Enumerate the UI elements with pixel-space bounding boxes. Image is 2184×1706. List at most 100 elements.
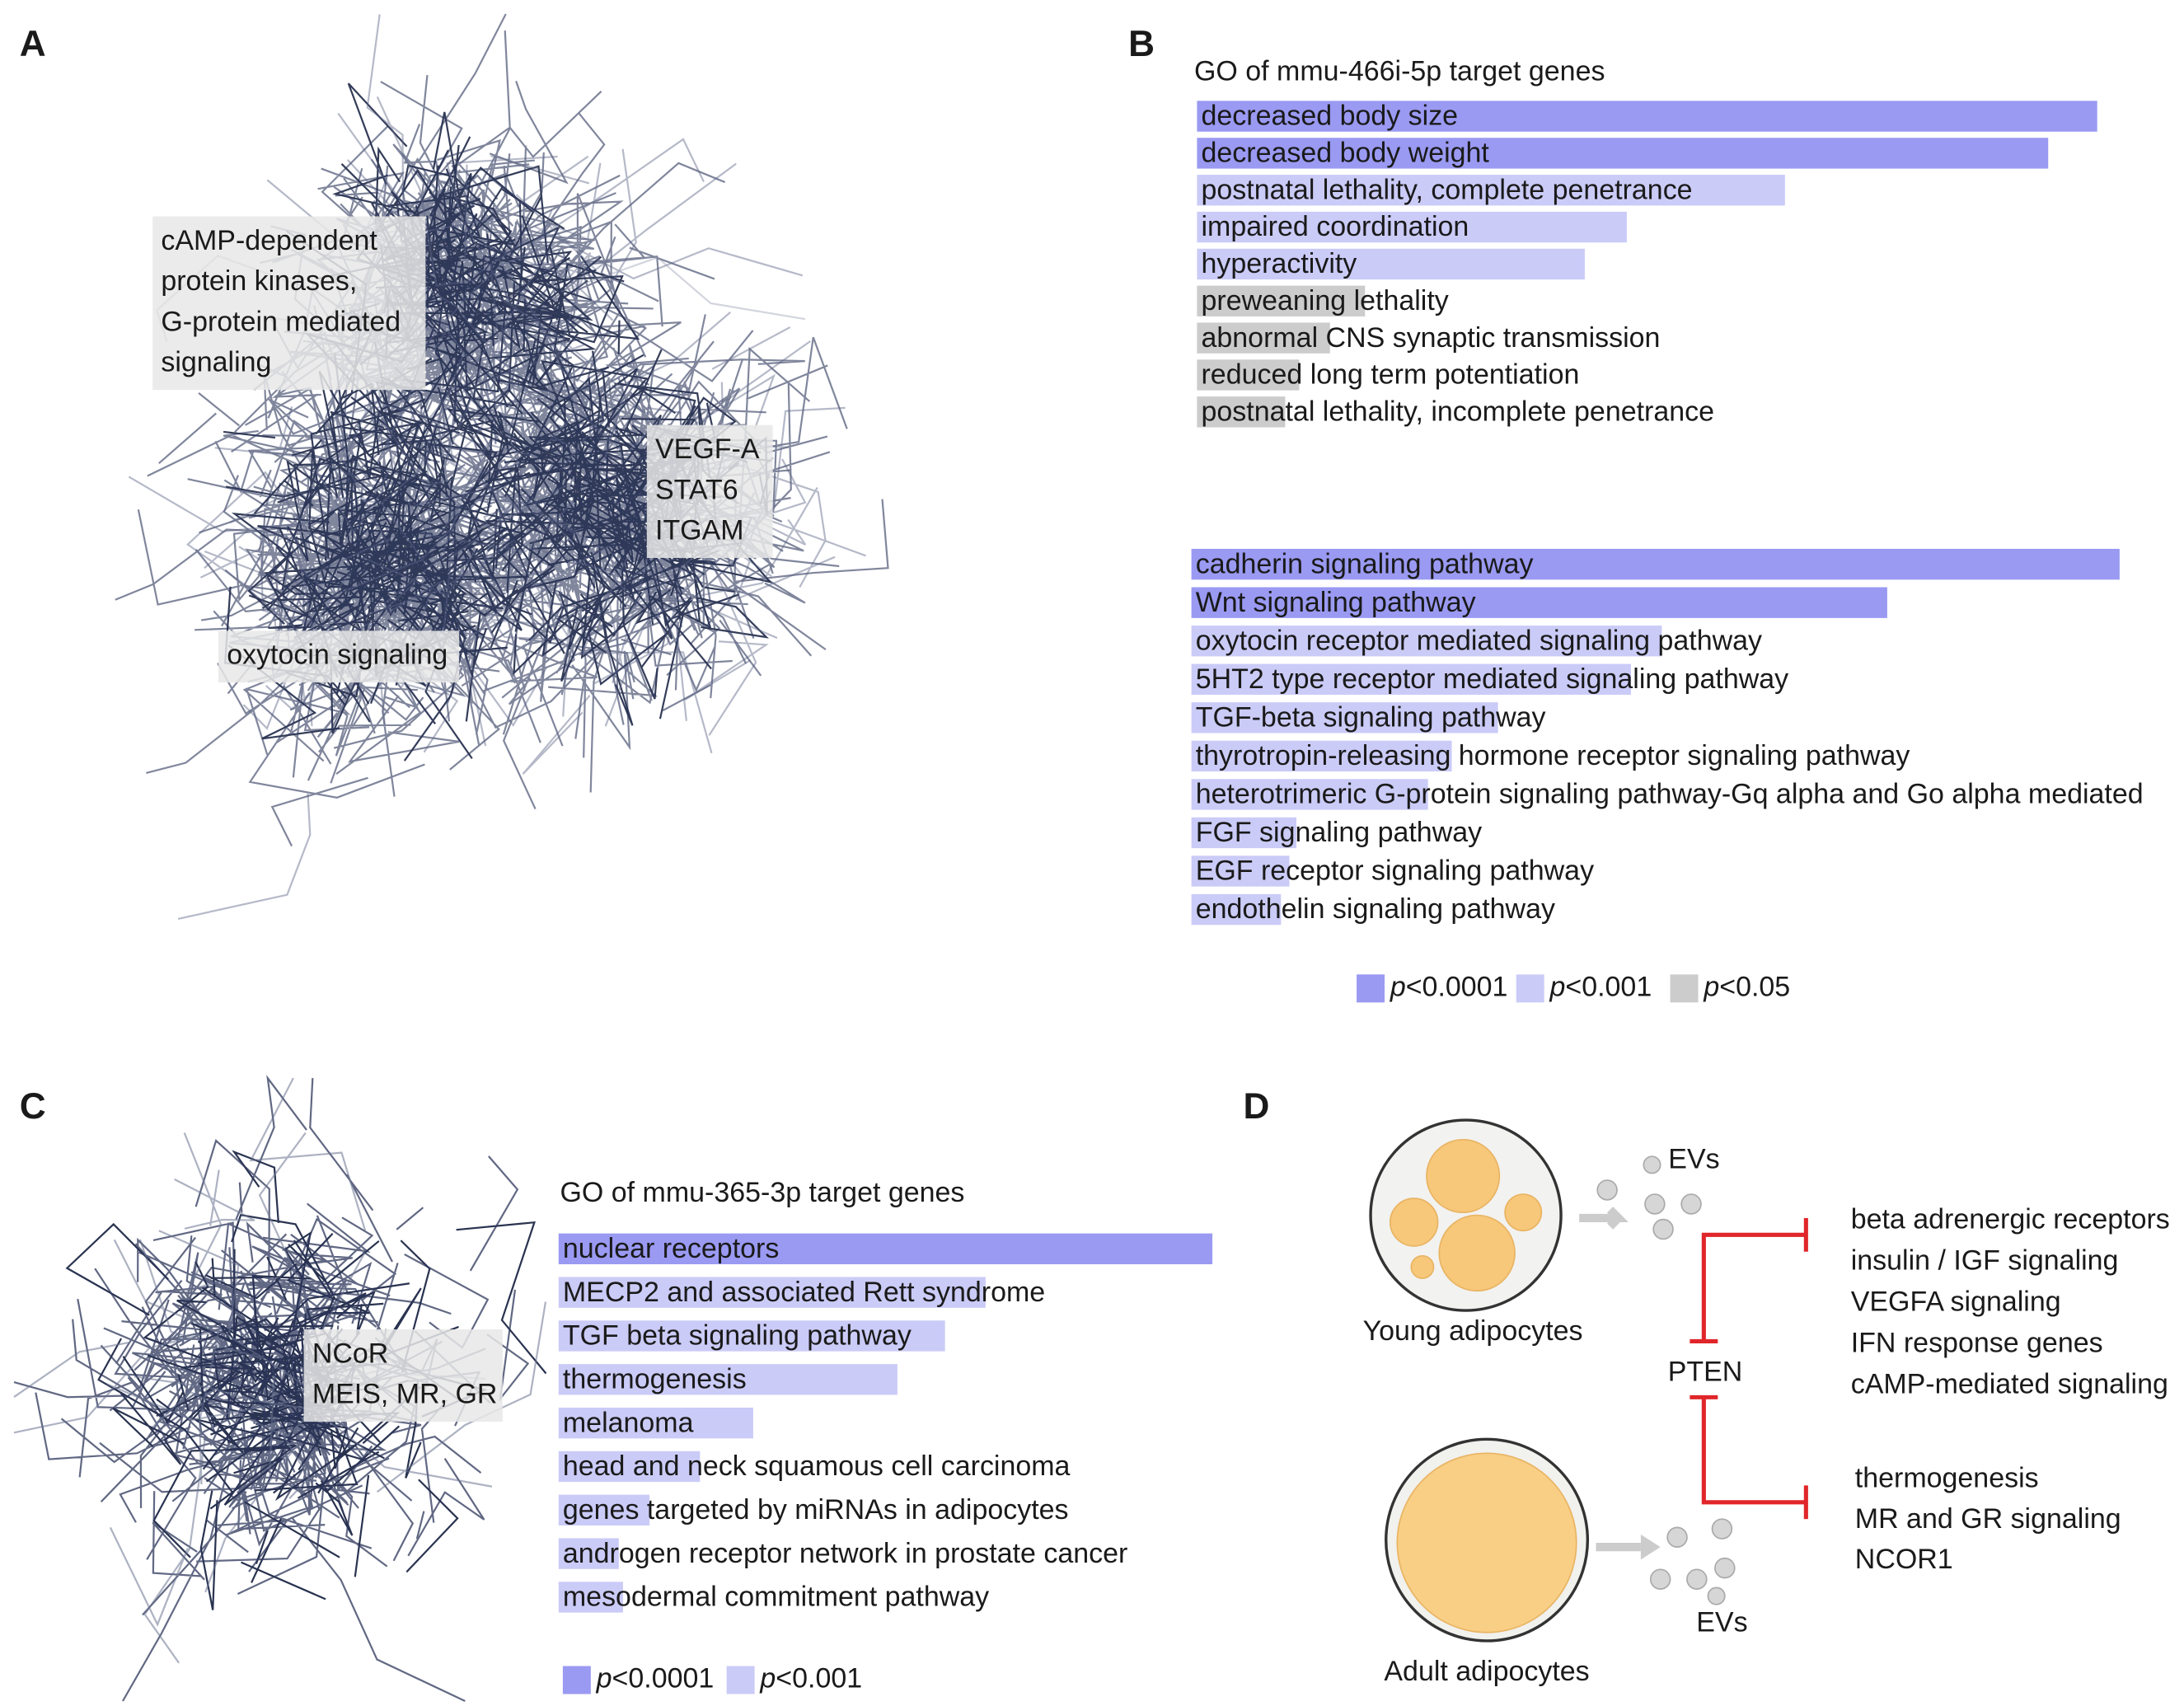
legend-text: <0.001	[1565, 971, 1652, 1002]
bar-label: oxytocin receptor mediated signaling pat…	[1196, 625, 1762, 656]
network-edges	[13, 1075, 530, 1702]
bar	[558, 1451, 701, 1483]
bar	[1197, 359, 1300, 391]
network-label: ITGAM	[655, 515, 744, 546]
bar-label: decreased body weight	[1202, 138, 1490, 169]
network-label: VEGF-A	[655, 434, 760, 465]
bar-label: preweaning lethality	[1202, 285, 1449, 316]
bar-label: reduced long term potentiation	[1202, 359, 1580, 391]
label-box	[646, 424, 773, 558]
bar	[1191, 702, 1498, 733]
bar-label: nuclear receptors	[563, 1233, 779, 1264]
inhibition-lines	[1690, 1217, 1808, 1520]
target-label: thermogenesis	[1855, 1463, 2039, 1494]
bar-label: FGF signaling pathway	[1196, 817, 1482, 848]
droplet	[1389, 1197, 1439, 1247]
bar	[1191, 893, 1282, 926]
legend-text: <0.05	[1719, 971, 1790, 1002]
chart-title: GO of mmu-466i-5p target genes	[1194, 55, 1605, 87]
chart-title: GO of mmu-365-3p target genes	[560, 1177, 964, 1208]
network-edges	[560, 256, 806, 321]
bar	[1197, 396, 1286, 428]
legend-italic: p	[596, 1662, 612, 1694]
bar	[558, 1277, 986, 1308]
bar	[1191, 663, 1632, 695]
legend-swatch	[1516, 974, 1544, 1003]
bar	[1197, 175, 1785, 206]
network-label: MEIS, MR, GR	[312, 1379, 498, 1410]
bar	[1197, 248, 1585, 280]
droplet	[1410, 1254, 1435, 1279]
network-label: protein kinases,	[161, 265, 357, 297]
target-label: VEGFA signaling	[1851, 1287, 2061, 1318]
legend-text: <0.0001	[612, 1662, 715, 1694]
gene-label: PTEN	[1668, 1356, 1743, 1387]
bar-label: TGF beta signaling pathway	[563, 1320, 912, 1352]
bar-label: heterotrimeric G-protein signaling pathw…	[1196, 779, 2144, 810]
network-label: STAT6	[655, 474, 738, 505]
droplet	[1426, 1138, 1501, 1213]
diagram-d-shapes	[1369, 1118, 1808, 1643]
bar-label: mesodermal commitment pathway	[563, 1582, 989, 1613]
cell-label: Young adipocytes	[1363, 1315, 1583, 1347]
bar-label: thyrotropin-releasing hormone receptor s…	[1196, 740, 1910, 771]
bar-label: thermogenesis	[563, 1363, 747, 1394]
network-label: G-protein mediated	[161, 306, 401, 337]
bar	[558, 1582, 623, 1613]
target-label: IFN response genes	[1851, 1328, 2103, 1359]
bar-label: EGF receptor signaling pathway	[1196, 855, 1594, 887]
bar	[1191, 740, 1452, 772]
bar	[1191, 548, 2120, 580]
bar-label: Wnt signaling pathway	[1196, 587, 1476, 618]
label-box	[303, 1329, 503, 1422]
target-label: MR and GR signaling	[1855, 1503, 2121, 1535]
arrow	[1640, 1534, 1661, 1560]
bar-label: postnatal lethality, incomplete penetran…	[1202, 396, 1715, 427]
network-label: cAMP-dependent	[161, 225, 377, 256]
target-label: NCOR1	[1855, 1544, 1953, 1575]
legend-swatch	[1670, 974, 1699, 1003]
bar-label: impaired coordination	[1202, 211, 1469, 242]
bar-label: cadherin signaling pathway	[1196, 548, 1534, 579]
bar	[558, 1407, 753, 1439]
ev-label: EVs	[1696, 1607, 1747, 1638]
legend-label: p<0.0001	[596, 1662, 715, 1694]
legend-italic: p	[759, 1662, 776, 1694]
bar-label: head and neck squamous cell carcinoma	[563, 1451, 1071, 1482]
bar-label: postnatal lethality, complete penetrance	[1202, 174, 1693, 205]
network-label: oxytocin signaling	[227, 640, 448, 671]
bar	[1191, 855, 1290, 887]
bar-label: abnormal CNS synaptic transmission	[1202, 322, 1661, 354]
bar-label: androgen receptor network in prostate ca…	[563, 1538, 1127, 1569]
ev-label: EVs	[1668, 1143, 1719, 1174]
bar	[1197, 101, 2097, 132]
panel-label: A	[20, 24, 46, 64]
bar	[1197, 138, 2049, 169]
ev-dots	[1596, 1155, 1736, 1605]
legend-swatch	[562, 1666, 591, 1694]
panel-label: C	[20, 1086, 46, 1127]
legend-swatch	[726, 1666, 755, 1694]
legend-text: <0.001	[776, 1662, 862, 1694]
droplet	[1504, 1193, 1543, 1232]
bar	[1197, 285, 1366, 316]
bar-label: 5HT2 type receptor mediated signaling pa…	[1196, 663, 1788, 695]
label-box	[152, 216, 426, 391]
legend-italic: p	[1549, 971, 1565, 1002]
droplet	[1438, 1214, 1516, 1292]
legend-swatch	[1357, 974, 1385, 1003]
bar-label: decreased body size	[1202, 101, 1459, 132]
legend-label: p<0.001	[759, 1662, 862, 1694]
bar	[1191, 817, 1297, 849]
legend-label: p<0.001	[1549, 971, 1652, 1002]
target-label: cAMP-mediated signaling	[1851, 1369, 2168, 1400]
bar	[558, 1320, 945, 1352]
bar	[1191, 779, 1428, 810]
bar-label: MECP2 and associated Rett syndrome	[563, 1277, 1045, 1308]
bar-label: genes targeted by miRNAs in adipocytes	[563, 1494, 1069, 1526]
bar	[558, 1364, 898, 1395]
panel-label: D	[1243, 1086, 1269, 1127]
bar	[558, 1494, 650, 1526]
legend-label: p<0.05	[1703, 971, 1790, 1002]
